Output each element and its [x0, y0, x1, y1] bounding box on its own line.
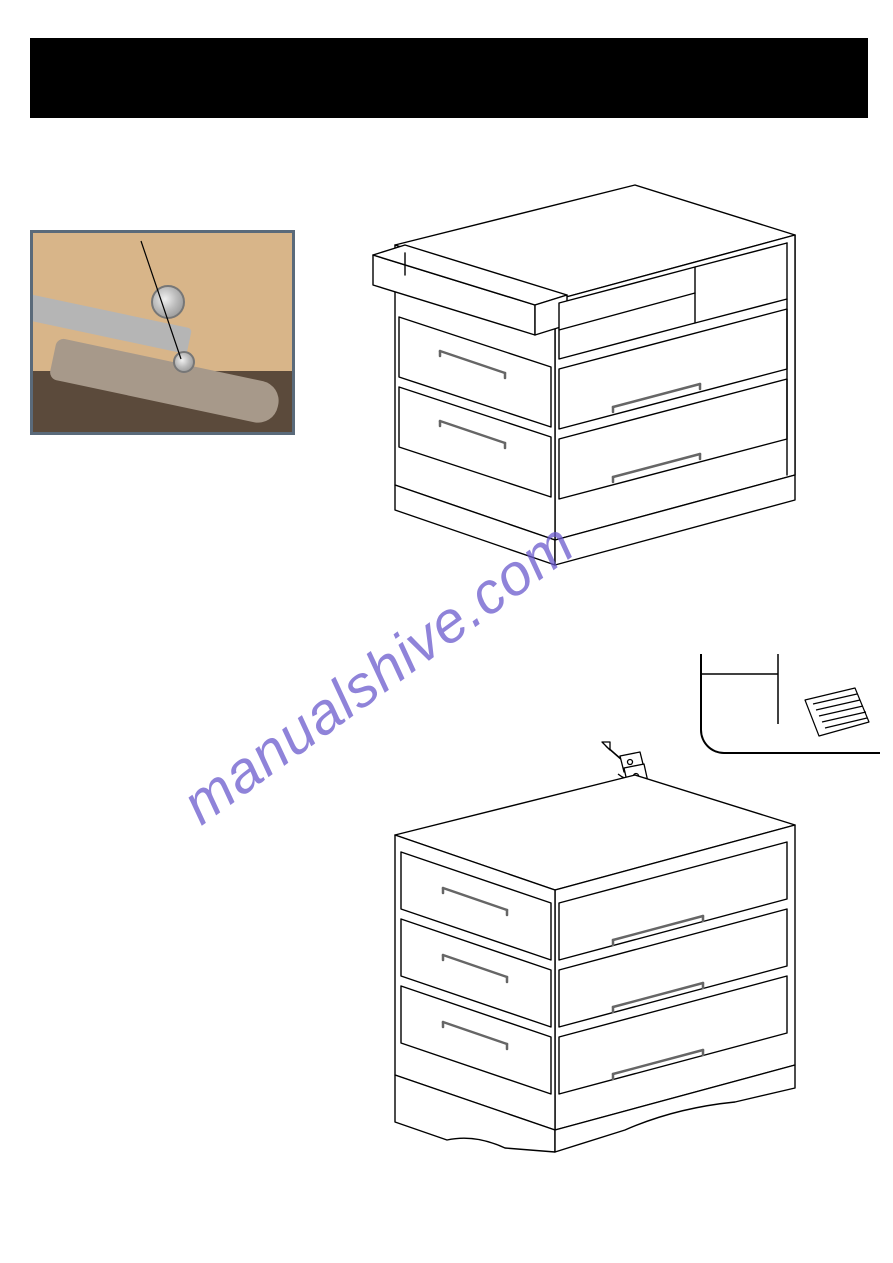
- parts-callout-box: [700, 654, 880, 754]
- dresser-illustration-complete: [355, 740, 815, 1170]
- rail-detail-photo: [30, 230, 295, 435]
- inset-leader-line: [33, 233, 295, 435]
- title-banner: [30, 38, 868, 118]
- dresser-illustration-step-insert: [355, 135, 815, 595]
- callout-divider: [702, 654, 882, 754]
